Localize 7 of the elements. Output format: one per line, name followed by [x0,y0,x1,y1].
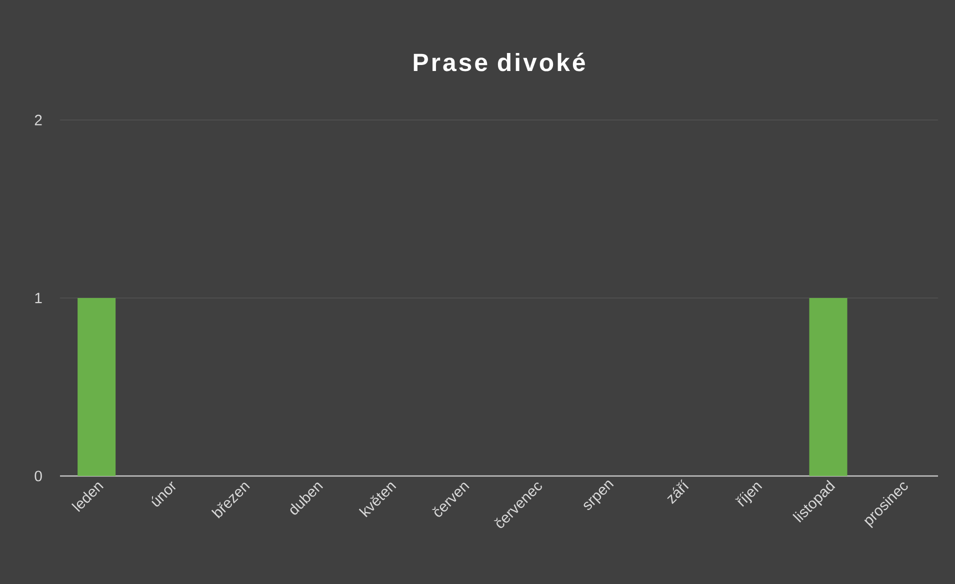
chart-title: Prase divoké [414,52,585,72]
y-tick-label: 0 [34,470,42,482]
x-tick-label: září [667,479,689,504]
x-tick-label: únor [152,481,176,507]
x-tick-label: říjen [734,482,762,507]
y-tick-label: 2 [34,114,42,126]
y-tick-label: 1 [35,292,42,304]
